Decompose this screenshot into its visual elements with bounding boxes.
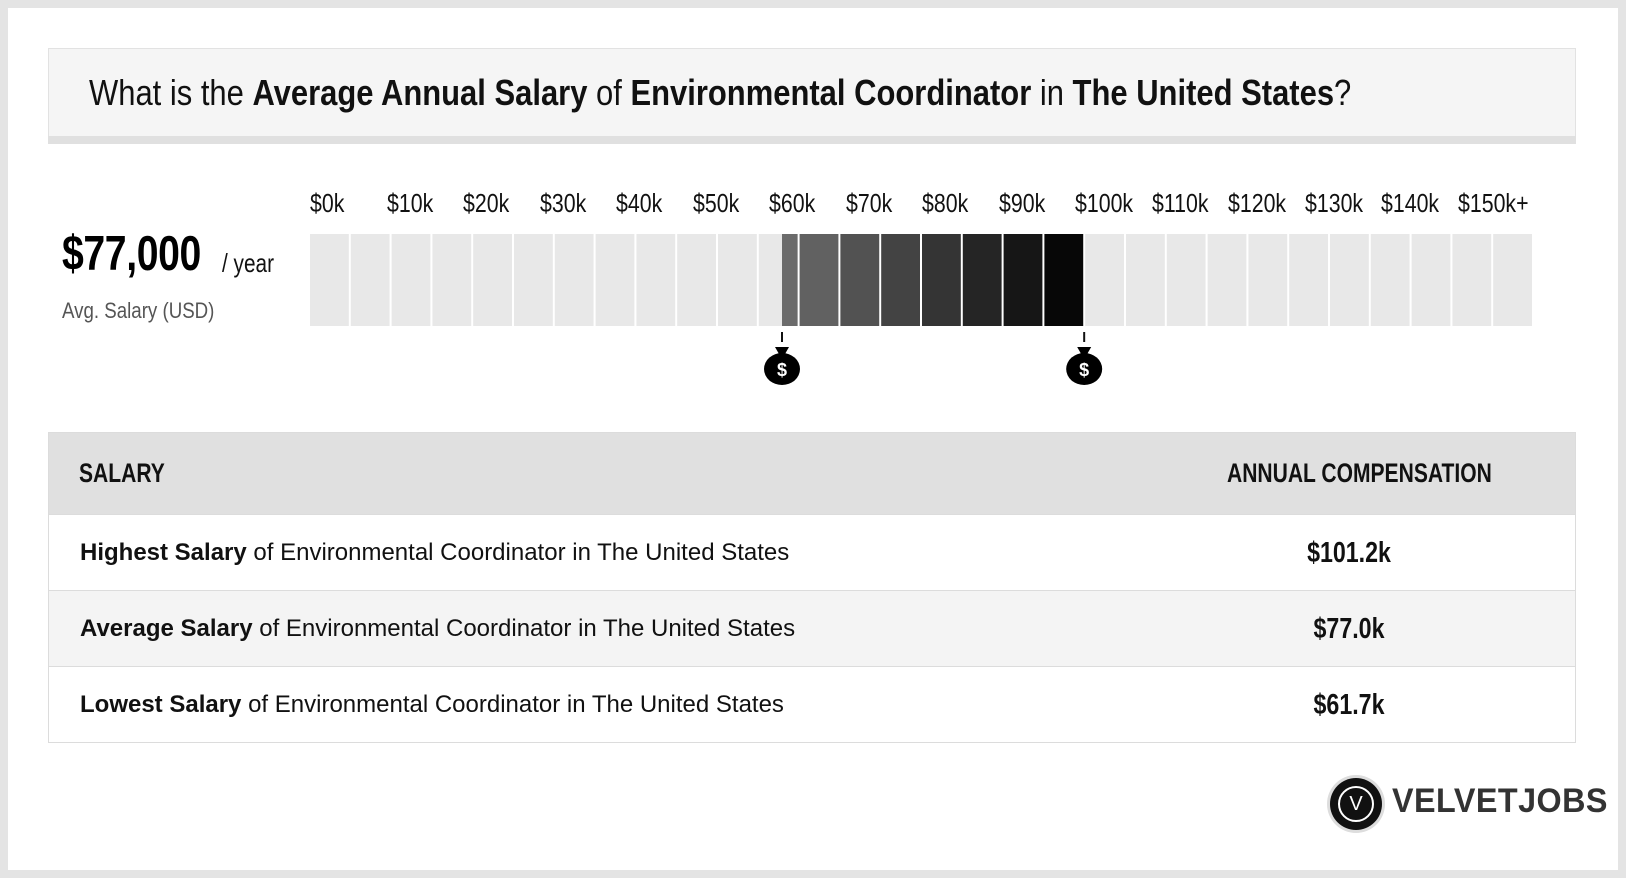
bar-segment	[554, 234, 594, 326]
svg-text:$: $	[1079, 360, 1089, 380]
row-value: $77.0k	[1313, 613, 1385, 645]
row-label-rest: of Environmental Coordinator in The Unit…	[241, 691, 784, 718]
bar-segment	[595, 234, 635, 326]
bar-segment	[1330, 234, 1369, 326]
header-salary: SALARY	[79, 458, 165, 488]
bar-segment-filled	[799, 234, 839, 326]
bar-segment-filled	[1044, 234, 1084, 326]
row-label-bold: Lowest Salary	[80, 691, 242, 718]
salary-table: SALARY ANNUAL COMPENSATION Highest Salar…	[48, 432, 1576, 743]
axis-tick-label: $20k	[463, 188, 510, 218]
row-label: Highest Salary of Environmental Coordina…	[80, 515, 789, 591]
axis-tick-label: $70k	[845, 188, 892, 218]
header-annual-compensation: ANNUAL COMPENSATION	[1227, 458, 1492, 488]
row-value: $61.7k	[1313, 689, 1385, 721]
axis-tick-label: $100k	[1075, 188, 1134, 218]
bar-segment	[1452, 234, 1492, 326]
table-row-highest: Highest Salary of Environmental Coordina…	[49, 514, 1575, 590]
bar-segment-filled	[962, 234, 1002, 326]
velvetjobs-mark-icon: V	[1330, 778, 1382, 830]
bar-segment	[718, 234, 757, 326]
axis-tick-label: $0k	[310, 188, 345, 218]
bar-segment	[677, 234, 716, 326]
bar-segment	[1248, 234, 1288, 326]
velvetjobs-wordmark: VELVETJOBS	[1392, 782, 1608, 820]
bar-segment	[473, 234, 512, 326]
axis-tick-label: $60k	[769, 188, 816, 218]
bar-segment	[1370, 234, 1410, 326]
row-label-rest: of Environmental Coordinator in The Unit…	[246, 539, 790, 566]
average-salary-value: $77,000	[62, 227, 201, 281]
bar-segment	[514, 234, 553, 326]
axis-tick-label: $80k	[922, 188, 969, 218]
axis-tick-label: $150k+	[1457, 188, 1529, 218]
row-value: $101.2k	[1307, 537, 1391, 569]
title-mid-in: in	[1031, 72, 1073, 113]
bar-segment-filled	[881, 234, 920, 326]
axis-tick-label: $10k	[386, 188, 433, 218]
bar-segment	[1166, 234, 1206, 326]
average-salary-unit: / year	[222, 248, 275, 278]
header-divider	[48, 136, 1576, 144]
bar-segment	[636, 234, 676, 326]
row-label-bold: Highest Salary	[80, 539, 247, 566]
bar-segment	[1493, 234, 1532, 326]
bar-segment	[1207, 234, 1247, 326]
title-prefix: What is the	[89, 72, 253, 113]
title-emph-salary: Average Annual Salary	[252, 72, 588, 113]
axis-tick-label: $130k	[1304, 188, 1363, 218]
salary-axis-ticks: $0k $10k $20k $30k $40k $50k $60k $70k $80k $90k $…	[310, 188, 1590, 228]
svg-text:$: $	[777, 360, 787, 380]
bar-segment	[432, 234, 472, 326]
average-salary-label: Avg. Salary (USD)	[62, 298, 215, 323]
row-label: Average Salary of Environmental Coordina…	[80, 591, 795, 667]
row-label-rest: of Environmental Coordinator in The Unit…	[252, 615, 796, 642]
bar-segment	[1289, 234, 1328, 326]
axis-tick-label: $50k	[692, 188, 739, 218]
table-row-lowest: Lowest Salary of Environmental Coordinat…	[49, 666, 1575, 742]
bar-segment	[350, 234, 390, 326]
salary-range-bar: $ $	[310, 234, 1532, 385]
bar-segment	[1126, 234, 1165, 326]
axis-tick-label: $40k	[616, 188, 663, 218]
bar-segment	[391, 234, 431, 326]
bar-segment	[1085, 234, 1124, 326]
money-bag-icon: $	[1066, 347, 1103, 385]
title-suffix: ?	[1334, 72, 1352, 113]
axis-tick-label: $30k	[539, 188, 586, 218]
title-mid-of: of	[587, 72, 631, 113]
low-marker: $	[764, 332, 801, 385]
bar-segment-filled	[840, 234, 880, 326]
title-emph-job: Environmental Coordinator	[630, 72, 1032, 113]
row-label: Lowest Salary of Environmental Coordinat…	[80, 667, 784, 743]
table-header: SALARY ANNUAL COMPENSATION	[49, 433, 1575, 514]
page-title: What is the Average Annual Salary of Env…	[89, 49, 1351, 137]
axis-tick-label: $110k	[1151, 188, 1209, 218]
bar-segment-filled	[782, 234, 798, 326]
salary-card: What is the Average Annual Salary of Env…	[8, 8, 1618, 870]
axis-tick-label: $120k	[1228, 188, 1287, 218]
bar-segment-filled	[1003, 234, 1043, 326]
axis-tick-label: $140k	[1381, 188, 1440, 218]
money-bag-icon: $	[764, 347, 801, 385]
title-emph-location: The United States	[1072, 72, 1335, 113]
bar-segment	[310, 234, 349, 326]
table-row-average: Average Salary of Environmental Coordina…	[49, 590, 1575, 666]
bar-segment	[1411, 234, 1451, 326]
bar-segment-filled	[922, 234, 961, 326]
row-label-bold: Average Salary	[80, 615, 253, 642]
header-panel: What is the Average Annual Salary of Env…	[48, 48, 1576, 136]
high-marker: $	[1066, 332, 1103, 385]
axis-tick-label: $90k	[998, 188, 1045, 218]
